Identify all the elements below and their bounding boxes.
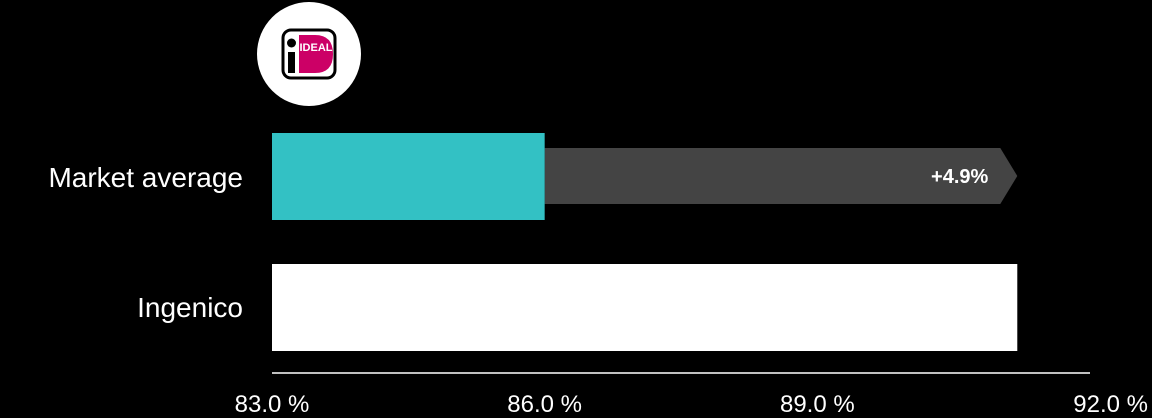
difference-label: +4.9% — [931, 166, 988, 188]
category-label-market-average: Market average — [48, 162, 243, 193]
logo-i-stem — [288, 52, 295, 73]
logo-i-dot — [287, 38, 296, 48]
difference-arrow — [544, 148, 1018, 204]
logo-text: IDEAL — [300, 42, 333, 54]
category-label-ingenico: Ingenico — [137, 292, 243, 323]
ideal-logo-icon: IDEAL — [257, 2, 361, 106]
x-tick-label: 92.0 % — [1073, 391, 1148, 418]
bar-market-average — [272, 133, 545, 220]
x-axis-ticks: 83.0 % 86.0 % 89.0 % 92.0 % — [235, 391, 1148, 418]
x-tick-label: 89.0 % — [780, 391, 855, 418]
x-tick-label: 86.0 % — [507, 391, 582, 418]
bar-ingenico — [272, 264, 1018, 351]
logo-outline — [281, 28, 337, 80]
logo-d-shape — [299, 35, 333, 73]
x-tick-label: 83.0 % — [235, 391, 310, 418]
